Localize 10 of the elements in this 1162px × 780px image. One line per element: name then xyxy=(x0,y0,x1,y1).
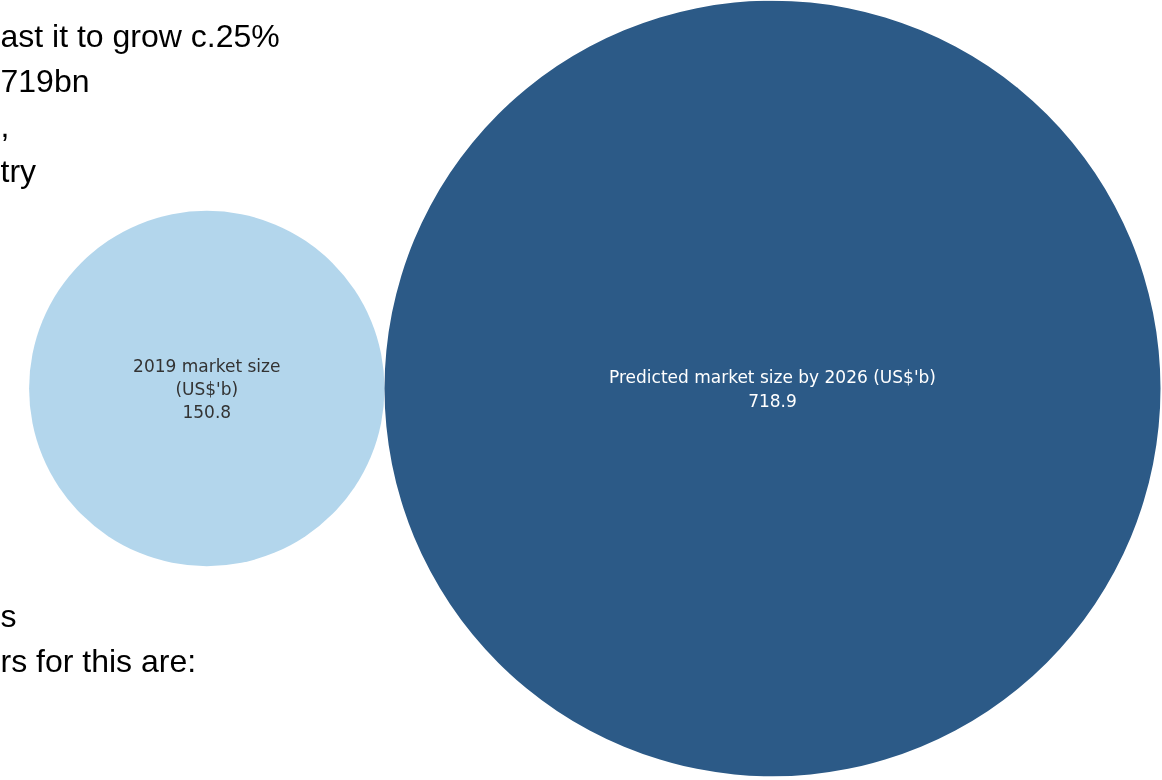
text: try xyxy=(0,152,37,189)
text: 719bn xyxy=(0,62,90,99)
text: s xyxy=(0,597,17,634)
text: rs for this are: xyxy=(0,642,197,679)
category-label: 2019 market size (US$'b) xyxy=(133,355,281,399)
text: ast it to grow c.25% xyxy=(0,17,280,54)
data-label: 718.9 xyxy=(748,390,797,411)
text: , xyxy=(0,107,10,144)
category-label: Predicted market size by 2026 (US$'b) xyxy=(609,367,937,387)
data-label: 150.8 xyxy=(182,402,232,422)
